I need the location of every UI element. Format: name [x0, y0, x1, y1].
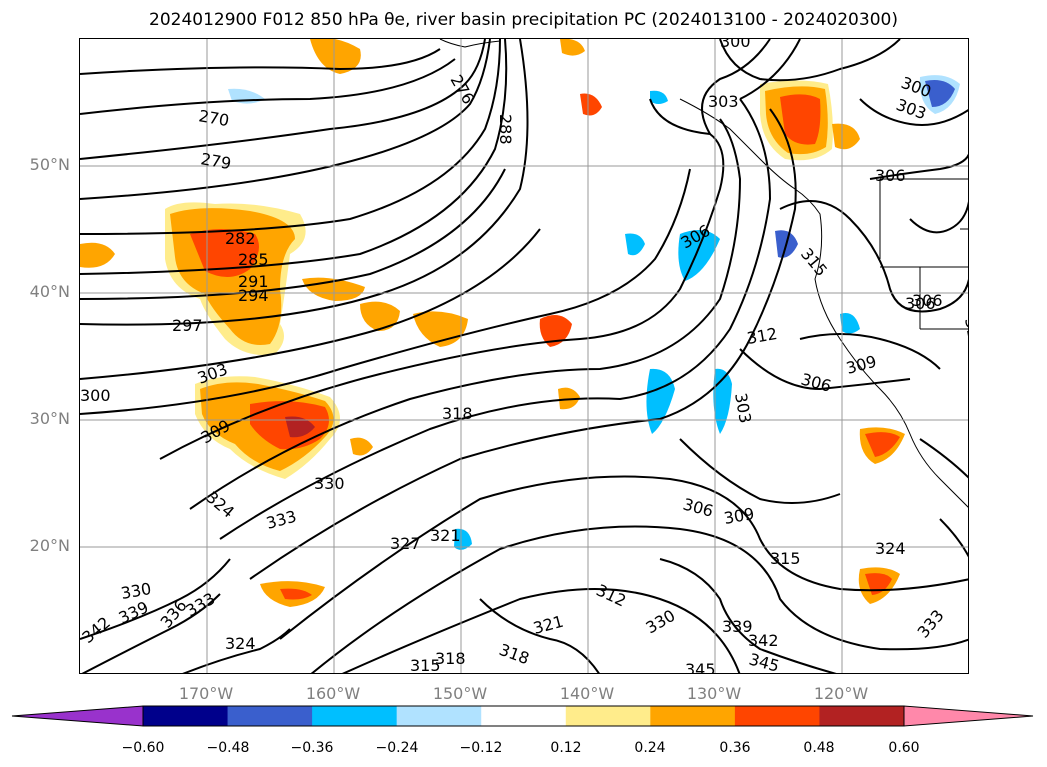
- theta-e-contours: [80, 39, 968, 673]
- contour-label: 270: [197, 106, 230, 130]
- contour-label: 330: [119, 579, 152, 603]
- contour-label: 306: [912, 291, 943, 310]
- contour-label: 306: [875, 166, 906, 185]
- contour-label: 324: [202, 488, 238, 522]
- colorbar-segment: [734, 706, 820, 726]
- coastlines: [439, 39, 968, 508]
- contour-labels: 270 279 282 285 291 294 297 300 303 309 …: [80, 39, 969, 674]
- colorbar-segment: [143, 706, 229, 726]
- contour-label: 318: [442, 404, 473, 423]
- contour-label: 339: [116, 597, 152, 627]
- contour-label: 315: [410, 656, 441, 674]
- colorbar-segment: [481, 706, 567, 726]
- contour-label: 294: [238, 286, 269, 305]
- contour-label: 312: [593, 580, 629, 610]
- contour-label: 288: [496, 114, 515, 145]
- contour-label: 276: [447, 72, 479, 108]
- contour-label: 318: [435, 649, 466, 668]
- contour-label: 324: [875, 539, 906, 558]
- graticule: [80, 39, 968, 673]
- lon-label: 160°W: [305, 684, 361, 703]
- contour-label: 300: [80, 386, 111, 405]
- contour-label: 279: [199, 149, 232, 173]
- contour-label: 309: [722, 504, 755, 528]
- contour-label: 309: [844, 352, 878, 378]
- colorbar-segment: [565, 706, 651, 726]
- lat-label: 40°N: [29, 282, 70, 301]
- contour-label: 315: [797, 244, 831, 280]
- colorbar-tick: 0.36: [719, 740, 751, 756]
- lon-label: 170°W: [178, 684, 234, 703]
- colorbar: [11, 705, 1034, 727]
- contour-label: 321: [531, 612, 565, 638]
- contour-label: 330: [314, 474, 345, 493]
- contour-label: 306: [799, 370, 833, 396]
- colorbar-extend-high: [903, 705, 1034, 727]
- colorbar-segment: [396, 706, 482, 726]
- contour-label: 312: [745, 324, 778, 348]
- lat-label: 50°N: [29, 155, 70, 174]
- colorbar-segments: [143, 706, 905, 726]
- contour-label: 333: [914, 606, 948, 642]
- colorbar-tick: −0.48: [206, 740, 250, 756]
- contour-label: 291: [238, 272, 269, 291]
- contour-label: 324: [225, 634, 256, 653]
- contour-label: 333: [183, 589, 219, 621]
- lon-label: 120°W: [813, 684, 869, 703]
- contour-label: 306: [905, 294, 936, 313]
- colorbar-tick: 0.24: [634, 740, 666, 756]
- contour-label: 333: [264, 507, 298, 533]
- colorbar-segment: [819, 706, 905, 726]
- contour-label: 282: [225, 229, 256, 248]
- colorbar-segment: [227, 706, 313, 726]
- lon-label: 140°W: [559, 684, 615, 703]
- contour-label: 318: [497, 640, 532, 668]
- colorbar-tick: −0.24: [375, 740, 419, 756]
- contour-label: 297: [172, 316, 203, 335]
- map-canvas: 270 279 282 285 291 294 297 300 303 309 …: [80, 39, 969, 674]
- contour-label: 330: [643, 606, 679, 638]
- colorbar-tick: −0.36: [290, 740, 334, 756]
- colorbar-segment: [650, 706, 736, 726]
- contour-label: 342: [80, 613, 114, 647]
- colorbar-tick: −0.12: [459, 740, 503, 756]
- lat-label: 20°N: [29, 536, 70, 555]
- contour-label: 327: [390, 534, 421, 553]
- lon-label: 130°W: [686, 684, 742, 703]
- contour-label: 345: [685, 660, 716, 674]
- contour-label: 300: [720, 39, 751, 51]
- colorbar-tick: −0.60: [121, 740, 165, 756]
- precip-shading: [80, 39, 905, 607]
- colorbar-extend-low: [11, 705, 144, 727]
- contour-label: 321: [430, 526, 461, 545]
- contour-label: 342: [748, 631, 779, 650]
- contour-label: 315: [961, 316, 969, 349]
- map-title: 2024012900 F012 850 hPa θe, river basin …: [149, 10, 898, 30]
- colorbar-tick: 0.60: [888, 740, 920, 756]
- contour-label: 315: [770, 549, 801, 568]
- contour-label: 339: [722, 617, 753, 636]
- contour-label: 303: [708, 92, 739, 111]
- colorbar-tick: 0.48: [803, 740, 835, 756]
- lon-label: 150°W: [432, 684, 488, 703]
- map-panel: 270 279 282 285 291 294 297 300 303 309 …: [79, 38, 969, 674]
- contour-label: 345: [747, 650, 781, 674]
- lat-label: 30°N: [29, 409, 70, 428]
- contour-label: 285: [238, 250, 269, 269]
- colorbar-segment: [312, 706, 398, 726]
- contour-label: 306: [681, 495, 715, 521]
- colorbar-tick: 0.12: [550, 740, 582, 756]
